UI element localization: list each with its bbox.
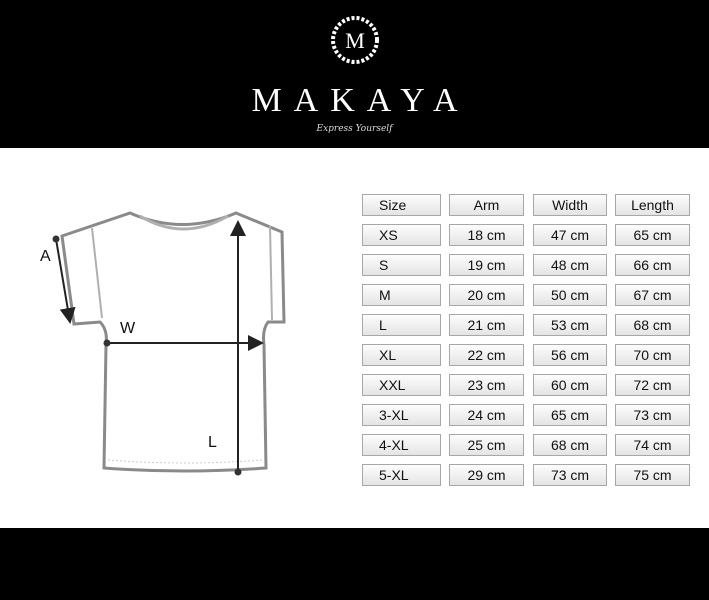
- table-cell: XS: [362, 224, 441, 246]
- table-cell: 50 cm: [533, 284, 607, 306]
- table-cell: 72 cm: [615, 374, 690, 396]
- table-cell: 60 cm: [533, 374, 607, 396]
- table-cell: 25 cm: [449, 434, 524, 456]
- table-cell: 73 cm: [533, 464, 607, 486]
- svg-text:M: M: [345, 28, 365, 53]
- length-label: L: [208, 434, 217, 451]
- header-banner: [0, 0, 709, 148]
- table-cell: 65 cm: [533, 404, 607, 426]
- table-cell: 19 cm: [449, 254, 524, 276]
- table-cell: 75 cm: [615, 464, 690, 486]
- column-header: Size: [362, 194, 441, 216]
- table-cell: XXL: [362, 374, 441, 396]
- table-cell: 74 cm: [615, 434, 690, 456]
- table-cell: 18 cm: [449, 224, 524, 246]
- table-cell: S: [362, 254, 441, 276]
- table-cell: 21 cm: [449, 314, 524, 336]
- table-cell: L: [362, 314, 441, 336]
- table-cell: 70 cm: [615, 344, 690, 366]
- table-cell: 22 cm: [449, 344, 524, 366]
- table-cell: 47 cm: [533, 224, 607, 246]
- table-cell: 20 cm: [449, 284, 524, 306]
- table-cell: 24 cm: [449, 404, 524, 426]
- tshirt-diagram: [52, 211, 286, 476]
- brand-logo: M: [331, 16, 379, 64]
- table-cell: 23 cm: [449, 374, 524, 396]
- column-header: Width: [533, 194, 607, 216]
- table-cell: 73 cm: [615, 404, 690, 426]
- column-header: Arm: [449, 194, 524, 216]
- arm-arrow: [55, 238, 76, 324]
- table-cell: 4-XL: [362, 434, 441, 456]
- table-cell: 67 cm: [615, 284, 690, 306]
- brand-tagline: Express Yourself: [316, 124, 393, 134]
- table-cell: 53 cm: [533, 314, 607, 336]
- table-cell: 56 cm: [533, 344, 607, 366]
- width-label: W: [120, 320, 136, 337]
- table-cell: 68 cm: [615, 314, 690, 336]
- table-cell: XL: [362, 344, 441, 366]
- footer-banner: [0, 528, 709, 600]
- arm-label: A: [40, 248, 51, 265]
- column-header: Length: [615, 194, 690, 216]
- table-cell: 29 cm: [449, 464, 524, 486]
- table-cell: 48 cm: [533, 254, 607, 276]
- table-cell: 5-XL: [362, 464, 441, 486]
- table-cell: 65 cm: [615, 224, 690, 246]
- table-cell: 3-XL: [362, 404, 441, 426]
- table-cell: 66 cm: [615, 254, 690, 276]
- table-cell: 68 cm: [533, 434, 607, 456]
- table-cell: M: [362, 284, 441, 306]
- brand-name: MAKAYA: [251, 82, 470, 119]
